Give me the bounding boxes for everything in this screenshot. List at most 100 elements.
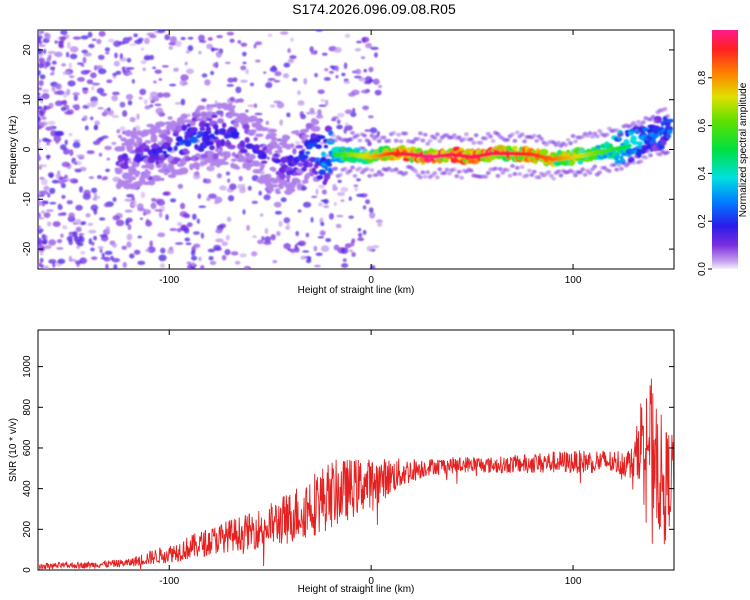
spectrogram-noise-blob <box>336 192 345 197</box>
spectrogram-halo-blob <box>328 138 334 143</box>
spectrogram-noise-blob <box>207 248 216 253</box>
spectrogram-halo-blob <box>488 134 494 139</box>
spectrogram-noise-blob <box>264 236 271 243</box>
spectrogram-noise-blob <box>38 216 45 220</box>
spectrogram-noise-blob <box>257 239 264 245</box>
spectrogram-y-ticks: -20 -10 0 10 20 <box>22 44 674 256</box>
spectrogram-ridge-blob <box>114 167 123 175</box>
spectrogram-noise-blob <box>96 87 105 94</box>
spectrogram-noise-blob <box>112 242 118 248</box>
spectrogram-noise-blob <box>177 183 184 189</box>
spectrogram-noise-blob <box>249 82 255 87</box>
spectrogram-x-ticks: -100 0 100 <box>159 30 582 286</box>
spectrogram-noise-blob <box>280 197 287 203</box>
spectrogram-halo-blob <box>592 164 598 169</box>
spectrogram-halo-blob <box>633 123 639 128</box>
spectrogram-noise-blob <box>72 104 77 109</box>
spectrogram-noise-blob <box>136 203 144 210</box>
spectrogram-ridge-blob <box>166 146 173 152</box>
spectrogram-noise-blob <box>206 196 211 202</box>
spectrogram-ridge-blob <box>157 168 165 173</box>
spectrogram-halo-blob <box>391 131 397 136</box>
spectrogram-noise-blob <box>61 225 68 230</box>
spectrogram-noise-blob <box>215 50 222 58</box>
spectrogram-noise-blob <box>51 179 60 184</box>
spectrogram-noise-blob <box>169 36 177 43</box>
spectrogram-ridge-blob <box>230 158 237 162</box>
spectrogram-noise-blob <box>219 223 227 229</box>
spectrogram-noise-blob <box>357 228 362 232</box>
spectrogram-noise-blob <box>152 80 157 84</box>
spectrogram-halo-blob <box>347 137 353 142</box>
spectrogram-halo-blob <box>338 172 343 177</box>
spectrogram-ridge-blob <box>287 170 295 176</box>
spectrogram-noise-blob <box>111 114 119 119</box>
spectrogram-noise-blob <box>104 250 113 255</box>
spectrogram-noise-blob <box>237 184 244 190</box>
spectrogram-noise-blob <box>332 186 338 191</box>
spectrogram-noise-blob <box>174 242 184 245</box>
spectrogram-ridge-blob <box>636 141 644 146</box>
spectrogram-noise-blob <box>137 235 143 239</box>
spectrogram-halo-blob <box>662 106 668 111</box>
spectrogram-halo-blob <box>456 169 462 174</box>
spectrogram-halo-blob <box>493 166 498 171</box>
spectrogram-noise-blob <box>200 232 205 239</box>
spectrogram-noise-blob <box>38 107 42 110</box>
spectrogram-noise-blob <box>66 88 71 96</box>
spectrogram-noise-blob <box>242 61 247 65</box>
spectrogram-halo-blob <box>374 172 380 177</box>
spectrogram-noise-blob <box>90 72 97 79</box>
spectrogram-noise-blob <box>266 156 270 160</box>
spectrogram-halo-blob <box>531 133 537 138</box>
spectrogram-ridge-blob <box>667 129 673 135</box>
spectrogram-noise-blob <box>343 62 348 70</box>
spectrogram-halo-blob <box>444 167 450 172</box>
spectrogram-noise-blob <box>43 48 47 55</box>
spectrogram-noise-blob <box>104 145 112 151</box>
spectrogram-noise-blob <box>90 204 99 211</box>
spectrogram-noise-blob <box>76 76 86 82</box>
spectrogram-noise-blob <box>232 77 238 83</box>
spectrogram-noise-blob <box>162 93 169 98</box>
spectrogram-noise-blob <box>174 101 183 105</box>
spectrogram-halo-blob <box>514 165 520 170</box>
spectrogram-noise-blob <box>59 144 67 151</box>
spectrogram-ridge-blob <box>166 129 171 136</box>
spectrogram-halo-blob <box>376 139 382 144</box>
spectrogram-noise-blob <box>79 235 85 243</box>
spectrogram-noise-blob <box>75 218 82 225</box>
spectrogram-noise-blob <box>377 221 383 227</box>
spectrogram-halo-blob <box>665 150 670 155</box>
spectrogram-noise-blob <box>185 50 190 54</box>
spectrogram-halo-blob <box>514 130 520 135</box>
spectrogram-ridge-blob <box>381 157 389 161</box>
spectrogram-noise-blob <box>69 53 78 60</box>
spectrogram-ridge-blob <box>616 136 622 140</box>
spectrogram-ridge-blob <box>150 128 156 136</box>
spectrogram-noise-blob <box>133 249 141 255</box>
spectrogram-ridge-blob <box>162 150 167 155</box>
spectrogram-noise-blob <box>274 210 282 215</box>
spectrogram-noise-blob <box>328 212 335 220</box>
spectrogram-noise-blob <box>229 96 235 102</box>
spectrogram-noise-blob <box>88 238 93 245</box>
spectrogram-noise-blob <box>38 237 42 244</box>
spectrogram-noise-blob <box>314 264 321 268</box>
spectrogram-noise-blob <box>119 126 126 132</box>
spectrogram-halo-blob <box>396 132 402 137</box>
spectrogram-ridge-blob <box>239 140 246 148</box>
spectrogram-halo-blob <box>456 135 462 140</box>
spectrogram-noise-blob <box>103 256 111 262</box>
spectrogram-noise-blob <box>82 87 89 90</box>
spectrogram-noise-blob <box>216 118 224 124</box>
spectrogram-noise-blob <box>265 82 273 89</box>
spectrogram-ridge-blob <box>189 120 196 127</box>
spectrogram-noise-blob <box>320 245 330 252</box>
snr-series-line <box>38 378 674 570</box>
spectrogram-noise-blob <box>360 56 366 60</box>
spectrogram-noise-blob <box>47 120 56 125</box>
spectrogram-noise-blob <box>157 30 166 34</box>
spectrogram-noise-blob <box>192 213 197 220</box>
spectrogram-ridge-blob <box>268 132 278 137</box>
